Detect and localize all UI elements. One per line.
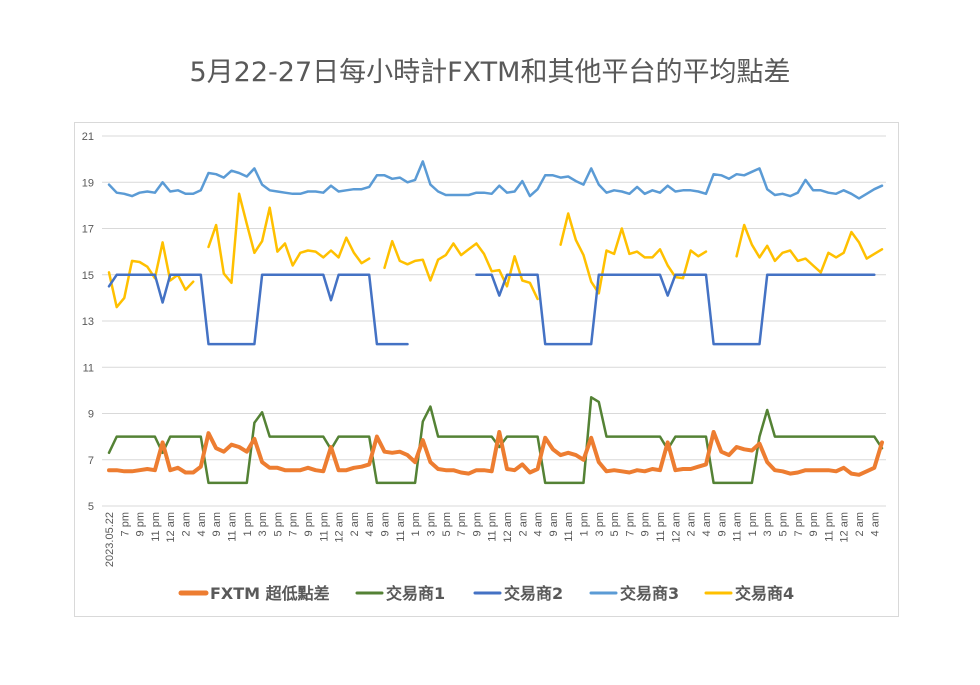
x-tick-label: 1 pm [242, 512, 254, 536]
y-tick-label: 5 [88, 501, 94, 513]
x-tick-label: 4 am [533, 512, 545, 536]
x-tick-label: 4 am [364, 512, 376, 536]
x-tick-label: 4 am [869, 512, 881, 536]
legend-item: FXTM 超低點差 [178, 584, 330, 603]
legend-label: 交易商1 [386, 584, 445, 603]
x-tick-label: 3 pm [257, 512, 269, 536]
x-tick-label: 11 pm [487, 512, 499, 542]
x-tick-label: 11 pm [150, 512, 162, 542]
y-tick-label: 7 [88, 455, 94, 467]
x-tick-label: 5 pm [272, 512, 284, 536]
legend-item: 交易商2 [473, 584, 563, 603]
legend-item: 交易商4 [704, 584, 794, 603]
x-tick-label: 12 am [334, 512, 346, 543]
x-tick-label: 1 pm [410, 512, 422, 536]
x-tick-label: 2 am [686, 512, 698, 536]
x-tick-label: 9 am [716, 512, 728, 536]
x-tick-label: 1 pm [579, 512, 591, 536]
x-tick-label: 3 pm [425, 512, 437, 536]
chart-area-border [74, 122, 899, 617]
x-tick-label: 9 am [380, 512, 392, 536]
x-tick-label: 4 am [701, 512, 713, 536]
x-tick-label: 11 am [563, 512, 575, 542]
x-tick-label: 7 pm [793, 512, 805, 536]
x-tick-label: 11 am [395, 512, 407, 542]
x-tick-label: 3 pm [762, 512, 774, 536]
x-tick-label: 5 pm [778, 512, 790, 536]
series-line-3 [107, 273, 876, 346]
legend-label: 交易商4 [735, 584, 794, 603]
x-tick-label: 2 am [517, 512, 529, 536]
x-tick-label: 9 pm [303, 512, 315, 536]
y-tick-label: 13 [82, 316, 94, 328]
x-tick-label: 12 am [670, 512, 682, 543]
x-tick-label: 7 pm [119, 512, 131, 536]
x-tick-label: 11 pm [655, 512, 667, 542]
x-tick-label: 12 am [839, 512, 851, 543]
y-axis-labels: 5 7 9 11 13 15 17 19 21 [82, 131, 94, 513]
x-tick-label: 12 am [502, 512, 514, 543]
y-tick-label: 15 [82, 270, 94, 282]
x-tick-label: 12 am [165, 512, 177, 543]
legend: FXTM 超低點差 交易商1 交易商2 交易商3 交易商4 [178, 584, 794, 603]
x-tick-label: 7 pm [456, 512, 468, 536]
legend-label: 交易商3 [620, 584, 679, 603]
series-line-2 [107, 396, 884, 485]
series-lines [107, 160, 884, 485]
x-tick-label: 9 am [548, 512, 560, 536]
legend-label: FXTM 超低點差 [210, 584, 330, 603]
x-tick-label: 9 am [211, 512, 223, 536]
y-tick-label: 19 [82, 177, 94, 189]
series-line-5 [107, 192, 884, 309]
x-tick-label: 2 am [349, 512, 361, 536]
y-tick-label: 9 [88, 409, 94, 421]
x-tick-label: 9 pm [135, 512, 147, 536]
x-tick-label: 2 am [181, 512, 193, 536]
x-tick-label: 7 pm [288, 512, 300, 536]
series-line-4 [107, 160, 884, 200]
x-tick-label: 7 pm [624, 512, 636, 536]
x-tick-label: 9 pm [640, 512, 652, 536]
y-tick-label: 17 [82, 224, 94, 236]
x-tick-label: 5 pm [441, 512, 453, 536]
x-tick-label: 9 pm [808, 512, 820, 536]
x-tick-label: 9 pm [471, 512, 483, 536]
x-tick-label: 2 am [854, 512, 866, 536]
x-tick-label: 2023.05.22 [104, 512, 116, 567]
legend-label: 交易商2 [504, 584, 563, 603]
chart-title: 5月22-27日每小時計FXTM和其他平台的平均點差 [189, 57, 791, 88]
x-tick-label: 11 pm [823, 512, 835, 542]
x-tick-label: 1 pm [747, 512, 759, 536]
x-tick-label: 5 pm [609, 512, 621, 536]
x-axis-labels: 2023.05.22 7 pm 9 pm 11 pm 12 am 2 am 4 am 9 am… [104, 512, 881, 567]
x-tick-label: 11 am [226, 512, 238, 542]
legend-item: 交易商3 [589, 584, 679, 603]
x-tick-label: 11 pm [318, 512, 330, 542]
x-tick-label: 11 am [732, 512, 744, 542]
gridlines [102, 135, 886, 507]
x-tick-label: 4 am [196, 512, 208, 536]
y-tick-label: 11 [83, 362, 94, 374]
x-tick-label: 3 pm [594, 512, 606, 536]
y-tick-label: 21 [82, 131, 94, 143]
series-line-1 [107, 430, 884, 477]
legend-item: 交易商1 [355, 584, 445, 603]
